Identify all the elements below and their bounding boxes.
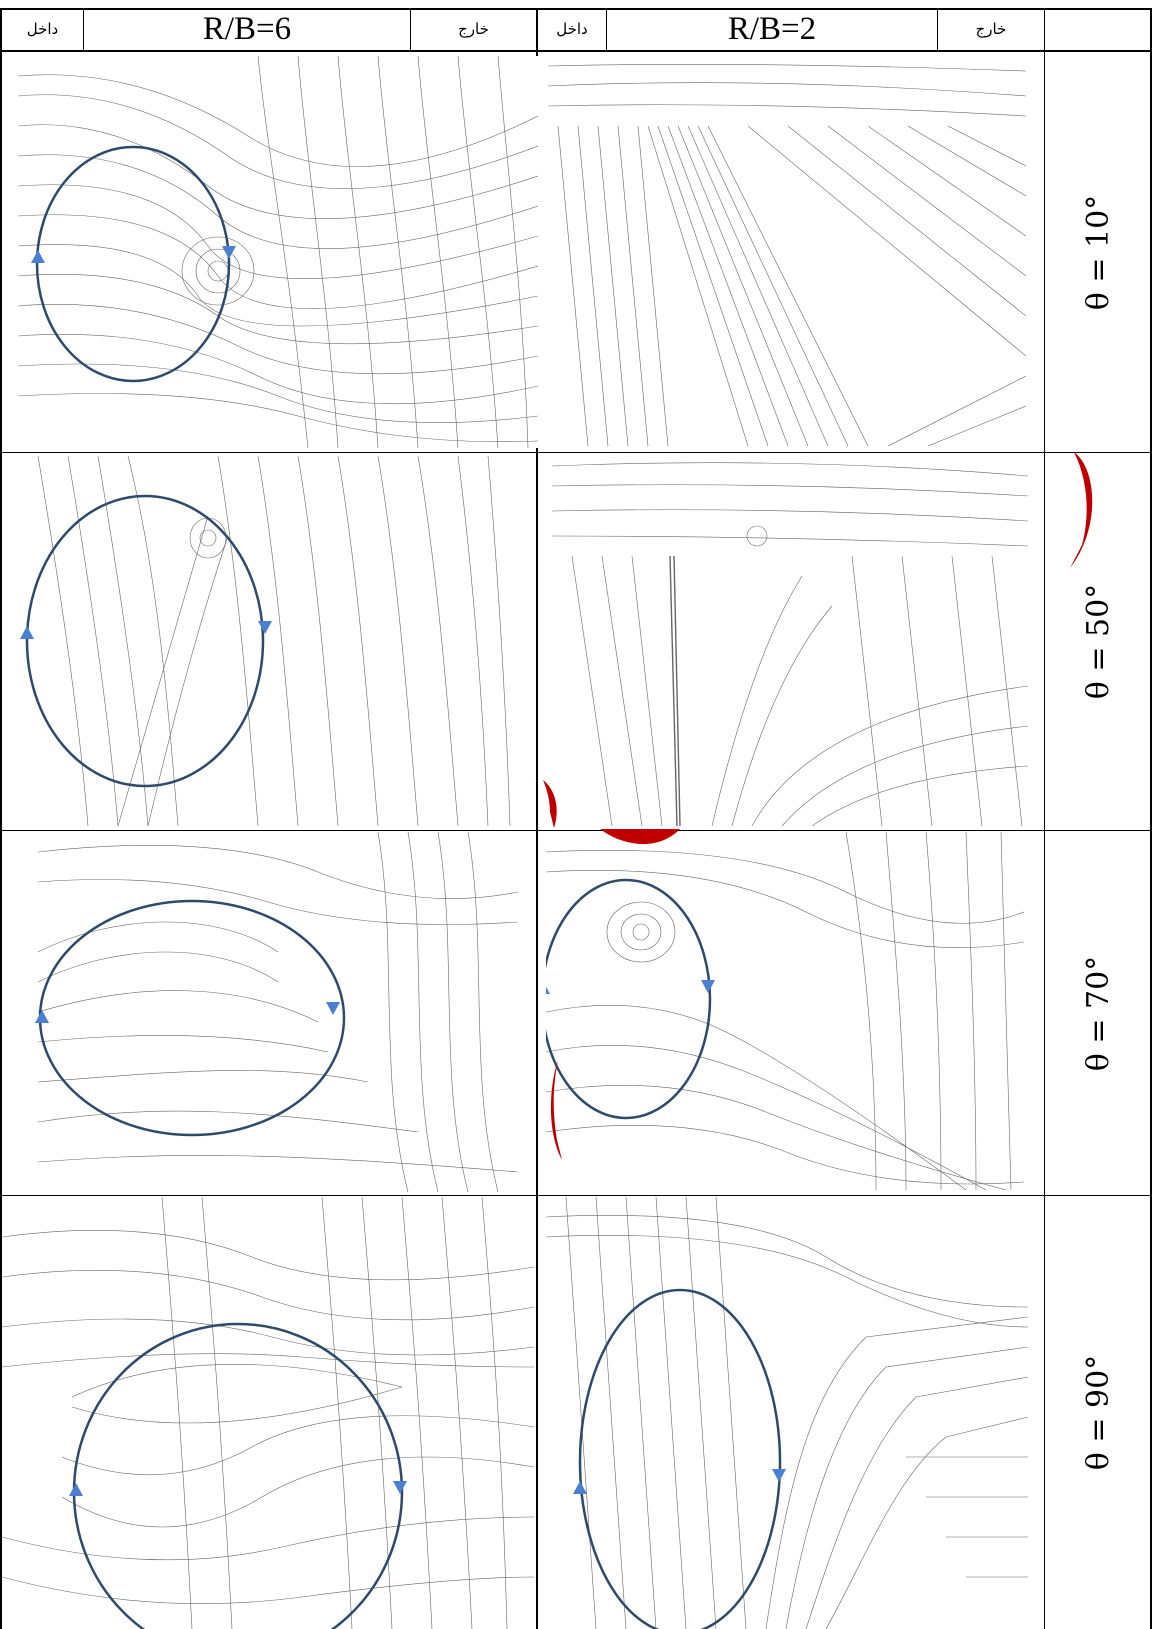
down-arrow-icon — [258, 621, 272, 634]
streamline-plot-r6-theta50 — [18, 456, 514, 826]
table-col-divider-right — [1044, 8, 1045, 1629]
vortex-ellipse — [72, 1322, 404, 1629]
header-right-title: R/B=2 — [727, 10, 817, 47]
header-left-outside-label: خارج — [458, 20, 489, 38]
streamline-plot-r2-theta10 — [548, 56, 1026, 446]
streamline-plot-r6-theta90 — [2, 1197, 534, 1629]
angle-label-row-2: θ = 50° — [1081, 583, 1117, 700]
header-left-inside-label: داخل — [26, 20, 59, 38]
streamline-plot-r2-theta50 — [552, 456, 1028, 826]
table-border-header-bottom — [0, 50, 1152, 52]
table-row-divider-2 — [0, 830, 1152, 831]
table-col-divider-2 — [410, 8, 411, 50]
down-arrow-icon — [772, 1469, 786, 1482]
streamlines — [546, 832, 1024, 1190]
down-arrow-icon — [222, 246, 236, 259]
vortex-ellipse — [578, 1288, 782, 1629]
streamlines — [546, 1197, 1028, 1629]
streamlines — [18, 56, 538, 448]
table-row-divider-1 — [0, 452, 1152, 453]
down-arrow-icon — [393, 1481, 407, 1494]
vortex-ellipse — [25, 494, 265, 788]
table-row-divider-3 — [0, 1195, 1152, 1196]
angle-label-row-1: θ = 10° — [1081, 194, 1117, 310]
table-col-divider-mid — [536, 8, 538, 1629]
table-border-right — [1150, 8, 1152, 1629]
streamline-plot-r2-theta90 — [546, 1197, 1028, 1629]
header-right-inside-label: داخل — [556, 20, 588, 38]
angle-label-row-4: θ = 90° — [1081, 1354, 1117, 1471]
vortex-ellipse — [35, 145, 231, 383]
table-col-divider-4 — [937, 8, 938, 50]
streamline-plot-r6-theta10 — [18, 56, 538, 448]
streamlines — [37, 832, 518, 1192]
streamlines — [37, 456, 511, 826]
streamlines — [548, 64, 1026, 446]
up-arrow-icon — [546, 986, 550, 994]
streamlines — [2, 1197, 534, 1629]
up-arrow-icon — [20, 626, 34, 639]
vortex-ellipse — [38, 899, 346, 1137]
up-arrow-icon — [31, 250, 45, 263]
table-col-divider-1 — [83, 8, 84, 50]
down-arrow-icon — [701, 980, 715, 993]
table-border-top — [0, 8, 1152, 10]
vortex-ellipse — [546, 878, 712, 1120]
up-arrow-icon — [69, 1483, 83, 1496]
down-arrow-icon — [326, 1002, 340, 1015]
angle-label-row-3: θ = 70° — [1081, 955, 1117, 1071]
streamline-plot-r6-theta70 — [18, 832, 518, 1192]
table-col-divider-3 — [606, 8, 607, 50]
header-right-outside-label: خارج — [975, 20, 1007, 38]
up-arrow-icon — [573, 1481, 587, 1494]
streamline-plot-r2-theta70 — [546, 832, 1024, 1190]
streamlines — [552, 462, 1028, 826]
up-arrow-icon — [35, 1010, 49, 1023]
table-border-left — [0, 8, 2, 1629]
header-left-title: R/B=6 — [202, 10, 292, 47]
